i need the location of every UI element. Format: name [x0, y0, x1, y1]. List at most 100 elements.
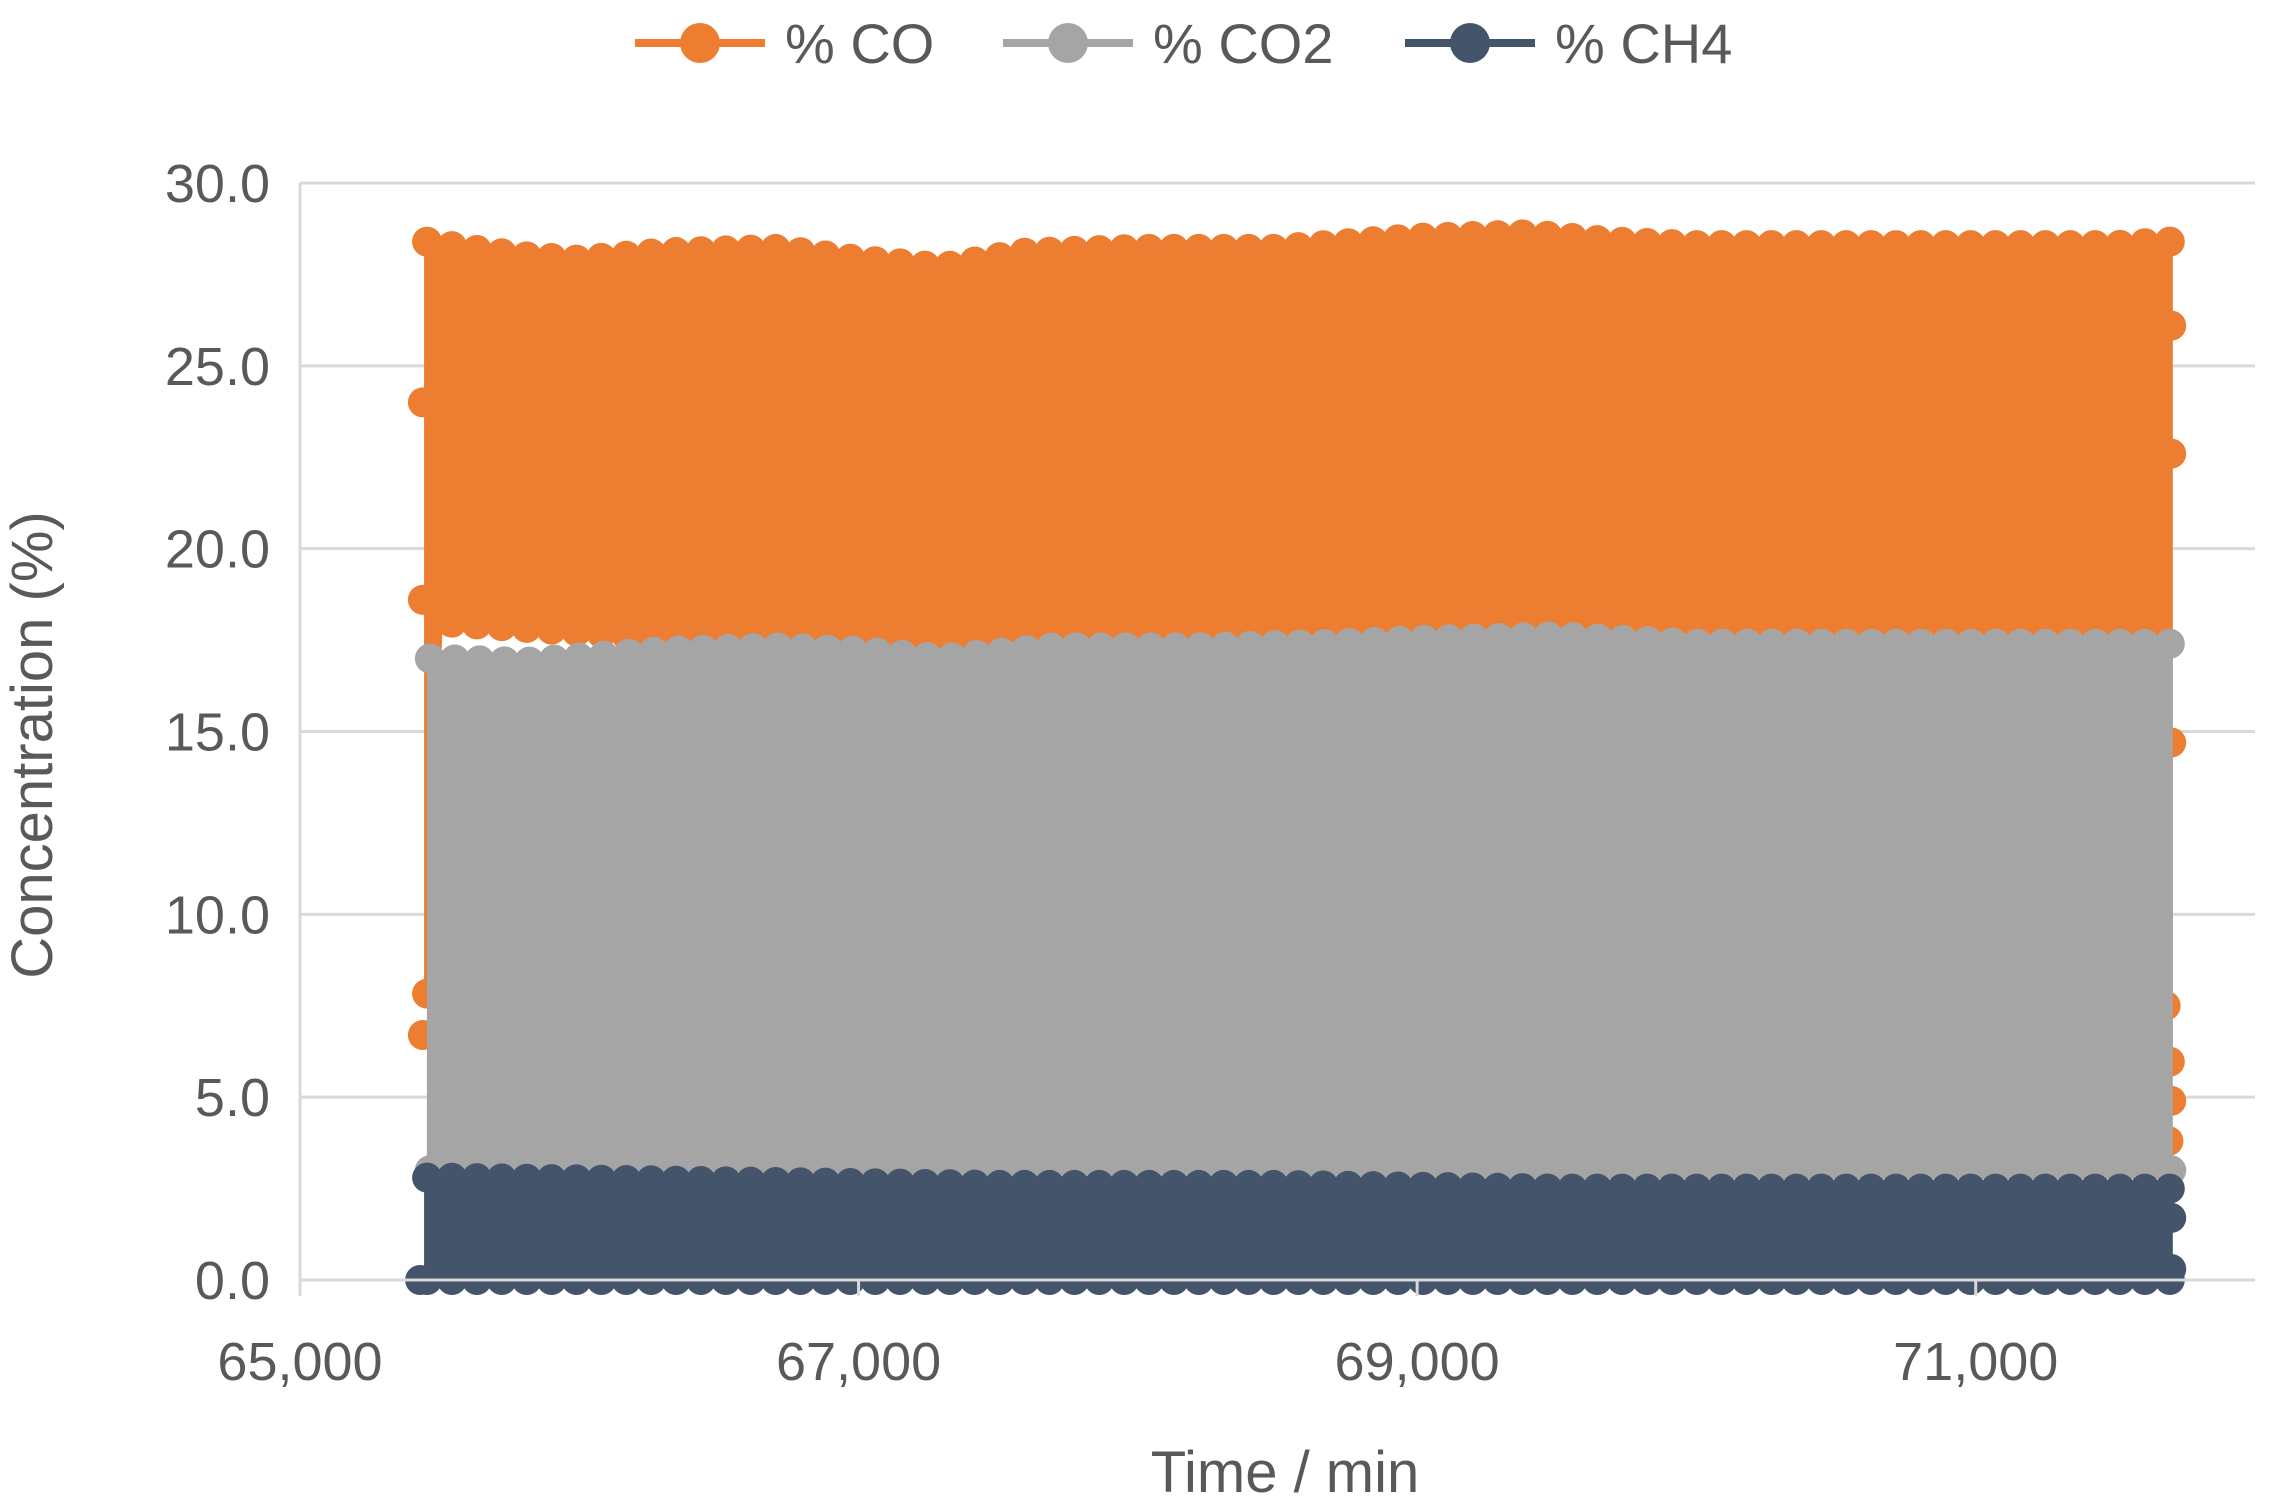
- data-point: [1980, 628, 2011, 659]
- data-point: [1856, 230, 1887, 261]
- data-point: [1632, 626, 1663, 657]
- data-point: [1457, 221, 1488, 252]
- y-tick-label: 5.0: [195, 1068, 270, 1128]
- data-point: [959, 246, 990, 277]
- data-point: [984, 1169, 1015, 1200]
- data-point: [1831, 230, 1862, 261]
- data-point: [1409, 624, 1440, 655]
- data-point: [1433, 624, 1464, 655]
- data-point: [688, 634, 719, 665]
- data-point: [2030, 230, 2061, 261]
- data-point: [1656, 229, 1687, 260]
- data-point: [860, 1168, 891, 1199]
- data-point: [1980, 230, 2011, 261]
- data-point: [934, 250, 965, 281]
- data-point: [1308, 230, 1339, 261]
- data-point: [910, 250, 941, 281]
- y-tick-label: 25.0: [165, 337, 270, 397]
- data-point: [2030, 628, 2061, 659]
- data-point: [1334, 628, 1365, 659]
- data-point: [663, 635, 694, 666]
- data-point: [1183, 1169, 1214, 1200]
- data-point: [461, 609, 492, 640]
- data-point: [1432, 221, 1463, 252]
- data-point: [1208, 1169, 1239, 1200]
- data-point: [1732, 628, 1763, 659]
- data-point: [2156, 438, 2187, 469]
- data-point: [1856, 628, 1887, 659]
- data-point: [1731, 230, 1762, 261]
- data-point: [910, 1168, 941, 1199]
- data-point: [511, 241, 542, 272]
- data-point: [762, 632, 793, 663]
- data-point: [414, 643, 445, 674]
- data-point: [1881, 628, 1912, 659]
- data-point: [514, 646, 545, 677]
- data-point: [685, 236, 716, 267]
- legend-label: % CO2: [1153, 12, 1334, 75]
- data-point: [1483, 622, 1514, 653]
- data-point: [1432, 1172, 1463, 1203]
- data-point: [1931, 628, 1962, 659]
- data-point: [1682, 628, 1713, 659]
- series-ch4: [405, 1162, 2187, 1295]
- data-point: [961, 639, 992, 670]
- data-point: [586, 618, 617, 649]
- data-point: [760, 1167, 791, 1198]
- data-point: [2142, 829, 2173, 860]
- data-point: [586, 242, 617, 273]
- x-tick-label: 71,000: [1893, 1332, 2058, 1392]
- y-axis-title: Concentration (%): [0, 511, 65, 978]
- data-point: [1210, 631, 1241, 662]
- data-point: [1756, 230, 1787, 261]
- data-point: [1906, 628, 1937, 659]
- data-point: [1109, 234, 1140, 265]
- legend-marker: [1450, 23, 1490, 63]
- data-point: [1085, 632, 1116, 663]
- legend-label: % CH4: [1555, 12, 1732, 75]
- data-point: [1034, 236, 1065, 267]
- data-point: [1034, 1169, 1065, 1200]
- data-point: [1233, 233, 1264, 264]
- data-point: [1955, 628, 1986, 659]
- data-point: [1084, 235, 1115, 266]
- data-point: [984, 242, 1015, 273]
- legend-item: % CO2: [1003, 12, 1334, 75]
- data-point: [986, 637, 1017, 668]
- data-point: [1259, 630, 1290, 661]
- data-point: [561, 616, 592, 647]
- data-point: [1656, 1173, 1687, 1204]
- data-point: [1880, 230, 1911, 261]
- data-point: [1905, 1173, 1936, 1204]
- data-point: [1482, 1172, 1513, 1203]
- data-point: [1036, 632, 1067, 663]
- data-point: [536, 614, 567, 645]
- data-point: [2156, 1254, 2187, 1285]
- data-point: [1756, 1173, 1787, 1204]
- data-point: [1557, 1173, 1588, 1204]
- data-point: [1458, 623, 1489, 654]
- legend: % CO % CO2 % CH4: [635, 12, 1732, 75]
- data-point: [1507, 1173, 1538, 1204]
- data-point: [713, 633, 744, 664]
- data-point: [486, 238, 517, 269]
- data-point: [1806, 1173, 1837, 1204]
- data-point: [2080, 230, 2111, 261]
- data-point: [812, 634, 843, 665]
- data-point: [1607, 1173, 1638, 1204]
- data-point: [561, 244, 592, 275]
- data-point: [1681, 230, 1712, 261]
- data-point: [2129, 628, 2160, 659]
- data-point: [1681, 1173, 1712, 1204]
- legend-marker: [680, 23, 720, 63]
- data-point: [1781, 628, 1812, 659]
- data-point: [1158, 233, 1189, 264]
- data-point: [1233, 1169, 1264, 1200]
- data-point: [1383, 1171, 1414, 1202]
- data-point: [1955, 1173, 1986, 1204]
- x-tick-label: 65,000: [217, 1332, 382, 1392]
- data-point: [760, 233, 791, 264]
- data-point: [539, 644, 570, 675]
- data-point: [1532, 220, 1563, 251]
